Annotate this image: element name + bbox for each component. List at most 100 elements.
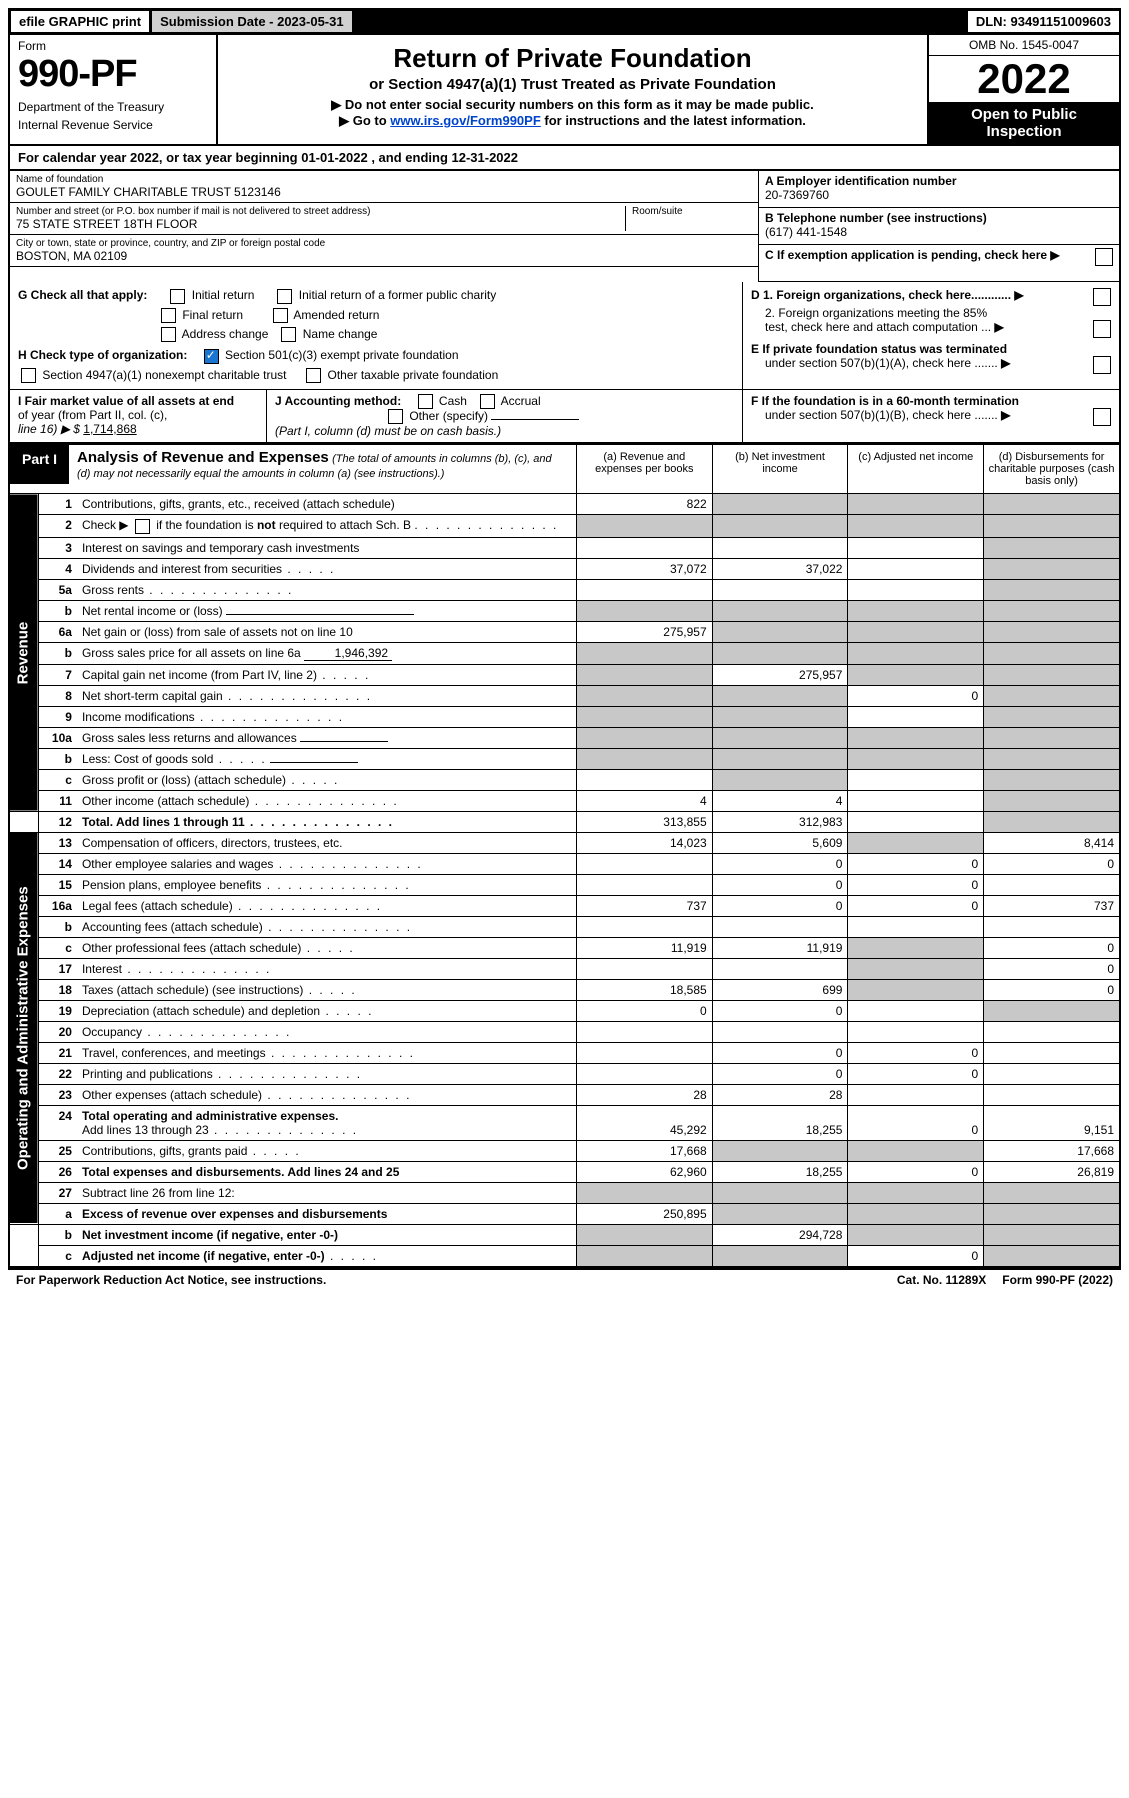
cell-d <box>984 706 1120 727</box>
cell-d: 17,668 <box>984 1140 1120 1161</box>
desc-text: Income modifications <box>82 710 195 724</box>
cell-a <box>576 853 712 874</box>
line-desc: Contributions, gifts, grants paid <box>77 1140 576 1161</box>
line-no: 25 <box>38 1140 76 1161</box>
name-label: Name of foundation <box>16 174 752 185</box>
j-other-row: Other (specify) <box>275 409 579 423</box>
phone-value: (617) 441-1548 <box>765 225 1113 239</box>
h-row-2: Section 4947(a)(1) nonexempt charitable … <box>18 368 734 383</box>
cell-d <box>984 1063 1120 1084</box>
part1-header-row: Part I Analysis of Revenue and Expenses … <box>9 445 1120 494</box>
checkbox-other-taxable[interactable] <box>306 368 321 383</box>
checkbox-d2[interactable] <box>1093 320 1111 338</box>
checkbox-cash[interactable] <box>418 394 433 409</box>
checkbox-c[interactable] <box>1095 248 1113 266</box>
line-no: 26 <box>38 1161 76 1182</box>
exemption-cell: C If exemption application is pending, c… <box>759 245 1119 282</box>
line-desc: Subtract line 26 from line 12: <box>77 1182 576 1203</box>
cell-d <box>984 769 1120 790</box>
address: 75 STATE STREET 18TH FLOOR <box>16 217 625 231</box>
sub3-post: for instructions and the latest informat… <box>544 113 805 128</box>
col-c-header: (c) Adjusted net income <box>848 445 984 494</box>
desc-text: Contributions, gifts, grants paid <box>82 1144 247 1158</box>
cell-d <box>984 790 1120 811</box>
desc-text: Legal fees (attach schedule) <box>82 899 233 913</box>
checkbox-address-change[interactable] <box>161 327 176 342</box>
h-opt1: Section 501(c)(3) exempt private foundat… <box>225 348 458 362</box>
cell-d <box>984 558 1120 579</box>
other-specify-line <box>491 419 579 420</box>
d2-row: 2. Foreign organizations meeting the 85%… <box>751 306 1111 334</box>
checkbox-final-return[interactable] <box>161 308 176 323</box>
line-desc: Less: Cost of goods sold <box>77 748 576 769</box>
table-row: 3 Interest on savings and temporary cash… <box>9 537 1120 558</box>
table-row: b Gross sales price for all assets on li… <box>9 642 1120 664</box>
desc-text: Pension plans, employee benefits <box>82 878 261 892</box>
line-no: 22 <box>38 1063 76 1084</box>
checkbox-501c3[interactable] <box>204 349 219 364</box>
line-desc: Contributions, gifts, grants, etc., rece… <box>77 494 576 515</box>
cell-b: 312,983 <box>712 811 848 832</box>
checkbox-initial-return[interactable] <box>170 289 185 304</box>
line-desc: Other professional fees (attach schedule… <box>77 937 576 958</box>
desc-text: Adjusted net income (if negative, enter … <box>82 1249 325 1263</box>
form-label: Form <box>18 39 208 53</box>
cell-b <box>712 1182 848 1203</box>
checkbox-initial-former[interactable] <box>277 289 292 304</box>
d2a-label: 2. Foreign organizations meeting the 85% <box>765 306 987 320</box>
address-block: Number and street (or P.O. box number if… <box>16 206 625 231</box>
line-no: 27 <box>38 1182 76 1203</box>
line-no: 4 <box>38 558 76 579</box>
table-row: b Accounting fees (attach schedule) <box>9 916 1120 937</box>
cell-d <box>984 1182 1120 1203</box>
checkbox-4947[interactable] <box>21 368 36 383</box>
cell-b <box>712 958 848 979</box>
info-right: A Employer identification number 20-7369… <box>758 171 1119 282</box>
cell-c: 0 <box>848 1105 984 1140</box>
line-desc: Other income (attach schedule) <box>77 790 576 811</box>
cell-a: 14,023 <box>576 832 712 853</box>
line-no: b <box>38 748 76 769</box>
header-right: OMB No. 1545-0047 2022 Open to Public In… <box>927 35 1119 144</box>
cell-b <box>712 706 848 727</box>
checkbox-f[interactable] <box>1093 408 1111 426</box>
g-opt3: Final return <box>182 308 243 322</box>
checkbox-e[interactable] <box>1093 356 1111 374</box>
checkbox-other[interactable] <box>388 409 403 424</box>
cell-c <box>848 748 984 769</box>
form-link[interactable]: www.irs.gov/Form990PF <box>390 113 541 128</box>
line-desc: Income modifications <box>77 706 576 727</box>
cell-a <box>576 706 712 727</box>
table-row: 23 Other expenses (attach schedule) 28 2… <box>9 1084 1120 1105</box>
cell-c <box>848 916 984 937</box>
cell-c <box>848 515 984 537</box>
cell-b: 0 <box>712 853 848 874</box>
col-b-header: (b) Net investment income <box>712 445 848 494</box>
phone-label: B Telephone number (see instructions) <box>765 211 1113 225</box>
cell-d <box>984 579 1120 600</box>
check-section-ijf: I Fair market value of all assets at end… <box>8 390 1121 445</box>
cell-b <box>712 769 848 790</box>
line-no: 16a <box>38 895 76 916</box>
cell-d: 0 <box>984 853 1120 874</box>
cell-b: 37,022 <box>712 558 848 579</box>
checkbox-amended[interactable] <box>273 308 288 323</box>
line-no: 12 <box>38 811 76 832</box>
cell-a: 62,960 <box>576 1161 712 1182</box>
form-subtitle-3: ▶ Go to www.irs.gov/Form990PF for instru… <box>226 113 919 129</box>
desc-text: Printing and publications <box>82 1067 213 1081</box>
checkbox-accrual[interactable] <box>480 394 495 409</box>
table-row: b Less: Cost of goods sold <box>9 748 1120 769</box>
f2-label: under section 507(b)(1)(B), check here .… <box>751 408 998 422</box>
cell-c: 0 <box>848 895 984 916</box>
checkbox-sch-b[interactable] <box>135 519 150 534</box>
line-no: 20 <box>38 1021 76 1042</box>
cell-b <box>712 685 848 706</box>
arrow-icon: ▶ <box>1001 408 1010 422</box>
checkbox-d1[interactable] <box>1093 288 1111 306</box>
exemption-label: C If exemption application is pending, c… <box>765 248 1047 262</box>
checkbox-name-change[interactable] <box>281 327 296 342</box>
desc-text: Gross sales less returns and allowances <box>82 731 297 745</box>
dept-treasury: Department of the Treasury <box>18 100 208 114</box>
desc-text: Net rental income or (loss) <box>82 604 223 618</box>
